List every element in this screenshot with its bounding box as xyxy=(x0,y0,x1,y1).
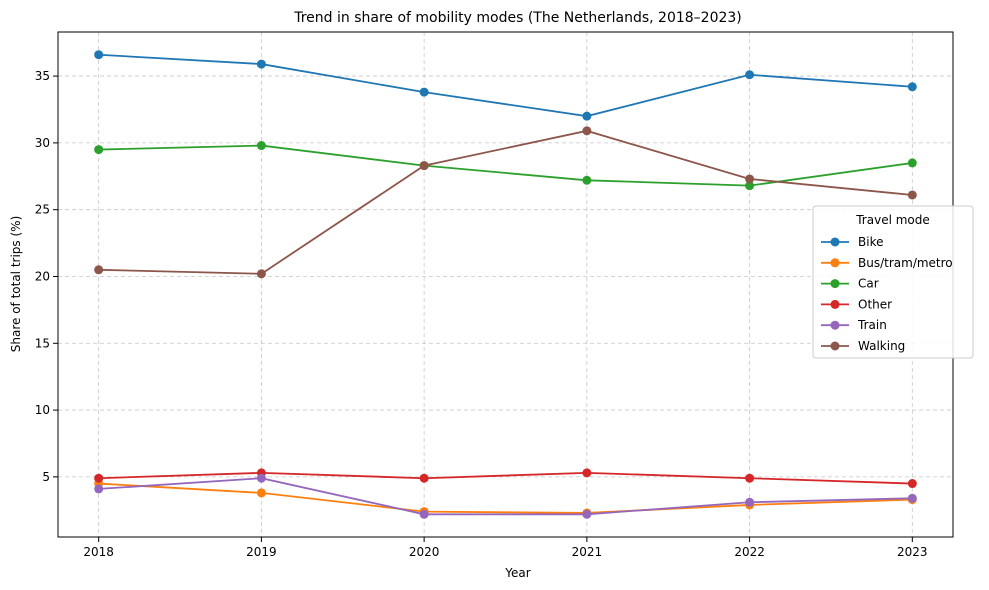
data-point-car xyxy=(907,158,917,168)
legend-label-bus-tram-metro: Bus/tram/metro xyxy=(858,256,953,270)
legend-label-walking: Walking xyxy=(858,339,905,353)
x-tick-label: 2018 xyxy=(83,545,114,559)
series-other xyxy=(94,468,917,489)
y-axis-label: Share of total trips (%) xyxy=(9,216,23,353)
data-point-car xyxy=(94,145,104,155)
legend-swatch-marker-car xyxy=(830,279,840,289)
series-walking xyxy=(94,126,917,279)
data-point-bike xyxy=(256,59,266,69)
legend-swatch-marker-train xyxy=(830,320,840,330)
y-tick-label: 10 xyxy=(35,403,50,417)
legend-swatch-marker-other xyxy=(830,299,840,309)
x-axis-label: Year xyxy=(504,566,530,580)
data-point-train xyxy=(94,484,104,494)
data-point-car xyxy=(256,141,266,151)
data-point-bike xyxy=(907,82,917,92)
series-bus-tram-metro xyxy=(94,479,917,518)
legend-label-bike: Bike xyxy=(858,235,883,249)
legend-label-other: Other xyxy=(858,297,892,311)
y-tick-label: 15 xyxy=(35,336,50,350)
y-tick-label: 35 xyxy=(35,69,50,83)
data-point-other xyxy=(94,473,104,483)
series-train xyxy=(94,473,917,519)
legend: Travel mode Bike Bus/tram/metro Car Other Tra… xyxy=(812,205,974,359)
data-point-walking xyxy=(256,269,266,279)
series-line-other xyxy=(98,471,913,485)
data-point-other xyxy=(582,468,592,478)
data-point-bike xyxy=(582,111,592,121)
series-line-walking xyxy=(98,129,913,275)
legend-label-car: Car xyxy=(858,277,879,291)
data-point-other xyxy=(907,479,917,489)
x-tick-label: 2021 xyxy=(572,545,603,559)
data-point-walking xyxy=(419,161,429,171)
legend-swatch-marker-bike xyxy=(830,237,840,247)
series-bike xyxy=(94,50,917,121)
data-point-train xyxy=(745,497,755,507)
legend-title: Travel mode xyxy=(855,213,930,227)
data-point-train xyxy=(907,493,917,503)
legend-label-train: Train xyxy=(857,318,887,332)
x-tick-label: 2020 xyxy=(409,545,440,559)
series-line-bike xyxy=(98,53,913,118)
data-point-bike xyxy=(419,87,429,97)
series-line-bus-tram-metro xyxy=(98,482,913,514)
x-axis: 2018 2019 2020 2021 2022 2023 xyxy=(83,537,928,559)
legend-swatch-marker-walking xyxy=(830,341,840,351)
data-point-walking xyxy=(745,174,755,184)
data-point-bike xyxy=(94,50,104,60)
y-axis: 5 10 15 20 25 30 35 xyxy=(35,69,58,484)
series-line-train xyxy=(98,477,913,516)
data-point-train xyxy=(582,509,592,519)
x-tick-label: 2019 xyxy=(246,545,277,559)
x-tick-label: 2022 xyxy=(734,545,765,559)
data-point-other xyxy=(419,473,429,483)
data-point-walking xyxy=(907,190,917,200)
series-layer xyxy=(94,50,917,519)
data-point-train xyxy=(256,473,266,483)
data-point-car xyxy=(582,175,592,185)
data-point-bike xyxy=(745,70,755,80)
chart-title: Trend in share of mobility modes (The Ne… xyxy=(293,10,742,26)
legend-swatch-marker-bus-tram-metro xyxy=(830,258,840,268)
data-point-car xyxy=(745,181,755,191)
data-point-bus-tram-metro xyxy=(256,488,266,498)
data-point-walking xyxy=(94,265,104,275)
y-tick-label: 25 xyxy=(35,203,50,217)
y-tick-label: 20 xyxy=(35,269,50,283)
x-tick-label: 2023 xyxy=(897,545,928,559)
data-point-other xyxy=(745,473,755,483)
data-point-train xyxy=(419,509,429,519)
series-line-car xyxy=(98,144,913,187)
data-point-walking xyxy=(582,126,592,136)
legend-frame xyxy=(812,205,974,359)
y-tick-label: 30 xyxy=(35,136,50,150)
y-tick-label: 5 xyxy=(42,470,50,484)
